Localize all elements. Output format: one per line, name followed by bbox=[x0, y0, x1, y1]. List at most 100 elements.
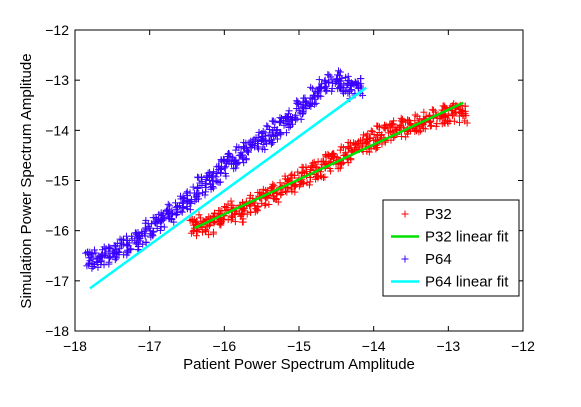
data-point-jitter bbox=[242, 155, 250, 163]
data-point-jitter bbox=[295, 182, 303, 190]
data-point-jitter bbox=[97, 257, 105, 265]
data-point-jitter bbox=[306, 100, 314, 108]
data-point-jitter bbox=[106, 244, 114, 252]
data-point-jitter bbox=[370, 131, 378, 139]
data-point-jitter bbox=[448, 112, 456, 120]
fit-line-p32-linear-fit bbox=[193, 101, 464, 230]
data-point-jitter bbox=[112, 254, 120, 262]
y-axis-label: Simulation Power Spectrum Amplitude bbox=[18, 53, 35, 308]
x-tick-label: −15 bbox=[287, 338, 311, 354]
data-point-jitter bbox=[342, 73, 350, 81]
legend-item: P64 linear fit bbox=[391, 274, 509, 291]
data-point-jitter bbox=[164, 200, 172, 208]
data-point-jitter bbox=[277, 190, 285, 198]
data-point-jitter bbox=[283, 176, 291, 184]
data-point-jitter bbox=[119, 240, 127, 248]
data-point-jitter bbox=[426, 118, 434, 126]
data-point-jitter bbox=[152, 219, 160, 227]
data-point-jitter bbox=[318, 173, 326, 181]
data-point-jitter bbox=[336, 80, 344, 88]
y-tick-label: −18 bbox=[45, 323, 69, 339]
data-point-jitter bbox=[222, 172, 230, 180]
data-point-jitter bbox=[263, 122, 271, 130]
data-point-jitter bbox=[357, 75, 365, 83]
data-point-jitter bbox=[254, 189, 262, 197]
data-point-jitter bbox=[359, 136, 367, 144]
data-point-jitter bbox=[201, 191, 209, 199]
data-point-jitter bbox=[397, 114, 405, 122]
x-tick-label: −16 bbox=[212, 338, 236, 354]
data-point-jitter bbox=[269, 195, 277, 203]
data-point-jitter bbox=[127, 245, 135, 253]
data-point-jitter bbox=[172, 203, 180, 211]
data-point-jitter bbox=[277, 131, 285, 139]
data-point-jitter bbox=[268, 138, 276, 146]
data-point-jitter bbox=[269, 180, 277, 188]
data-point-jitter bbox=[306, 181, 314, 189]
data-point-jitter bbox=[374, 122, 382, 130]
data-point-jitter bbox=[282, 129, 290, 137]
data-point-jitter bbox=[212, 177, 220, 185]
data-point-jitter bbox=[215, 178, 223, 186]
data-point-jitter bbox=[193, 184, 201, 192]
legend-box bbox=[382, 199, 520, 297]
data-point-jitter bbox=[153, 224, 161, 232]
y-tick-label: −13 bbox=[45, 72, 69, 88]
data-point-jitter bbox=[315, 92, 323, 100]
data-point-jitter bbox=[300, 169, 308, 177]
data-point-jitter bbox=[231, 218, 239, 226]
data-point-jitter bbox=[380, 121, 388, 129]
data-point-jitter bbox=[308, 94, 316, 102]
data-point-jitter bbox=[327, 167, 335, 175]
data-point-jitter bbox=[196, 179, 204, 187]
data-point-jitter bbox=[224, 150, 232, 158]
data-point-jitter bbox=[299, 107, 307, 115]
data-point-jitter bbox=[203, 223, 211, 231]
data-point-jitter bbox=[321, 83, 329, 91]
data-point-jitter bbox=[183, 205, 191, 213]
data-point-jitter bbox=[299, 179, 307, 187]
data-point-jitter bbox=[431, 108, 439, 116]
data-point-jitter bbox=[411, 111, 419, 119]
data-point-jitter bbox=[294, 168, 302, 176]
data-point-jitter bbox=[135, 235, 143, 243]
data-point-jitter bbox=[277, 117, 285, 125]
data-point-jitter bbox=[264, 123, 272, 131]
data-point-jitter bbox=[105, 253, 113, 261]
data-point-jitter bbox=[457, 108, 465, 116]
data-point-jitter bbox=[276, 114, 284, 122]
data-point-jitter bbox=[273, 135, 281, 143]
data-point-jitter bbox=[203, 172, 211, 180]
data-point-jitter bbox=[247, 143, 255, 151]
data-point-jitter bbox=[411, 127, 419, 135]
y-tick-label: −12 bbox=[45, 22, 69, 38]
data-point-jitter bbox=[293, 105, 301, 113]
data-point-jitter bbox=[202, 180, 210, 188]
data-point-jitter bbox=[124, 242, 132, 250]
data-point-jitter bbox=[343, 84, 351, 92]
data-point-jitter bbox=[262, 200, 270, 208]
data-point-jitter bbox=[105, 260, 113, 268]
series-p64 bbox=[82, 67, 367, 272]
data-point-jitter bbox=[205, 231, 213, 239]
data-point-jitter bbox=[99, 253, 107, 261]
y-tick-label: −14 bbox=[45, 122, 69, 138]
data-point-jitter bbox=[192, 195, 200, 203]
data-point-jitter bbox=[404, 130, 412, 138]
data-point-jitter bbox=[336, 68, 344, 76]
data-point-jitter bbox=[224, 149, 232, 157]
data-point-jitter bbox=[227, 197, 235, 205]
data-point-jitter bbox=[239, 143, 247, 151]
data-point-jitter bbox=[288, 170, 296, 178]
data-point-jitter bbox=[166, 202, 174, 210]
data-point-jitter bbox=[289, 120, 297, 128]
data-point-jitter bbox=[217, 165, 225, 173]
legend-label: P32 bbox=[425, 206, 452, 223]
data-point-jitter bbox=[142, 224, 150, 232]
data-point-jitter bbox=[258, 135, 266, 143]
data-point-jitter bbox=[89, 263, 97, 271]
data-point-jitter bbox=[323, 86, 331, 94]
data-point-jitter bbox=[373, 131, 381, 139]
